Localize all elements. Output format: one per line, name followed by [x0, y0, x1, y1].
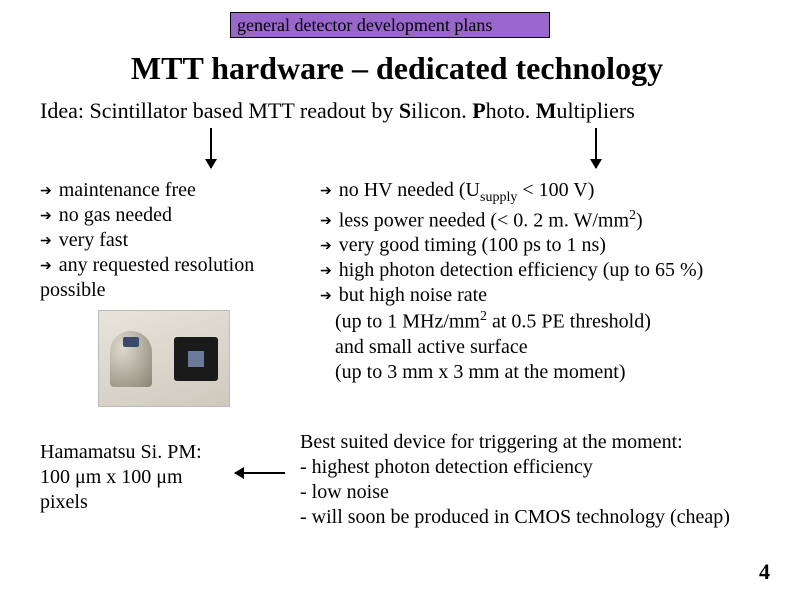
idea-line: Idea: Scintillator based MTT readout by … [40, 98, 635, 124]
list-item-cont: and small active surface [320, 335, 760, 360]
list-item: ➔ but high noise rate [320, 283, 760, 308]
best-line: - low noise [300, 480, 780, 505]
list-item-text: maintenance free [54, 179, 196, 201]
bullet-arrow-icon: ➔ [320, 239, 332, 254]
sipm-chip-icon [174, 337, 218, 381]
list-item-text: but high noise rate [334, 284, 487, 306]
caption-line: 100 μm x 100 μm [40, 465, 230, 490]
list-item: ➔ any requested resolution possible [40, 253, 300, 303]
bullet-arrow-icon: ➔ [40, 184, 52, 199]
list-item-text: (up to 1 MHz/mm [320, 311, 480, 333]
subscript: supply [480, 190, 517, 205]
section-header: general detector development plans [230, 12, 550, 38]
list-item-text: ) [636, 209, 643, 231]
bullet-arrow-icon: ➔ [320, 289, 332, 304]
list-item-text: very fast [54, 229, 128, 251]
list-item: ➔ maintenance free [40, 178, 300, 203]
list-item: ➔ high photon detection efficiency (up t… [320, 258, 760, 283]
list-item-text: any requested resolution possible [40, 254, 254, 301]
bullet-arrow-icon: ➔ [40, 234, 52, 249]
list-item-text: (up to 3 mm x 3 mm at the moment) [320, 361, 626, 383]
bullet-arrow-icon: ➔ [320, 214, 332, 229]
idea-mid2: hoto. [486, 98, 536, 123]
list-item: ➔ no HV needed (Usupply < 100 V) [320, 178, 760, 207]
idea-end: ultipliers [557, 98, 635, 123]
best-line: - highest photon detection efficiency [300, 455, 780, 480]
superscript: 2 [480, 309, 487, 324]
left-bullet-list: ➔ maintenance free ➔ no gas needed ➔ ver… [40, 178, 300, 303]
idea-bold-m: M [536, 98, 557, 123]
idea-mid1: ilicon. [411, 98, 472, 123]
best-line: Best suited device for triggering at the… [300, 430, 780, 455]
bullet-arrow-icon: ➔ [320, 264, 332, 279]
best-suited-block: Best suited device for triggering at the… [300, 430, 780, 530]
slide-title: MTT hardware – dedicated technology [0, 50, 794, 87]
idea-bold-p: P [472, 98, 485, 123]
list-item-text: < 100 V) [517, 179, 594, 201]
photo-caption: Hamamatsu Si. PM: 100 μm x 100 μm pixels [40, 440, 230, 515]
section-header-text: general detector development plans [237, 15, 492, 36]
list-item-text: high photon detection efficiency (up to … [334, 259, 704, 281]
list-item: ➔ very good timing (100 ps to 1 ns) [320, 233, 760, 258]
list-item-text: at 0.5 PE threshold) [487, 311, 651, 333]
list-item-cont: (up to 1 MHz/mm2 at 0.5 PE threshold) [320, 308, 760, 335]
page-number: 4 [759, 559, 770, 585]
arrow-down-left [210, 128, 212, 168]
device-photo [98, 310, 230, 407]
caption-line: Hamamatsu Si. PM: [40, 440, 230, 465]
list-item: ➔ less power needed (< 0. 2 m. W/mm2) [320, 207, 760, 234]
bullet-arrow-icon: ➔ [40, 259, 52, 274]
idea-prefix: Idea: Scintillator based MTT readout by [40, 98, 399, 123]
best-line: - will soon be produced in CMOS technolo… [300, 505, 780, 530]
list-item-text: no gas needed [54, 204, 172, 226]
arrow-left-icon [235, 472, 285, 474]
idea-bold-s: S [399, 98, 411, 123]
list-item-text: very good timing (100 ps to 1 ns) [334, 234, 606, 256]
list-item: ➔ very fast [40, 228, 300, 253]
arrow-down-right [595, 128, 597, 168]
list-item-text: no HV needed (U [334, 179, 480, 201]
bullet-arrow-icon: ➔ [320, 184, 332, 199]
list-item-text: less power needed (< 0. 2 m. W/mm [334, 209, 629, 231]
list-item: ➔ no gas needed [40, 203, 300, 228]
list-item-cont: (up to 3 mm x 3 mm at the moment) [320, 360, 760, 385]
list-item-text: and small active surface [320, 336, 528, 358]
sipm-can-icon [110, 331, 152, 387]
superscript: 2 [629, 208, 636, 223]
caption-line: pixels [40, 490, 230, 515]
right-bullet-list: ➔ no HV needed (Usupply < 100 V) ➔ less … [320, 178, 760, 385]
bullet-arrow-icon: ➔ [40, 209, 52, 224]
